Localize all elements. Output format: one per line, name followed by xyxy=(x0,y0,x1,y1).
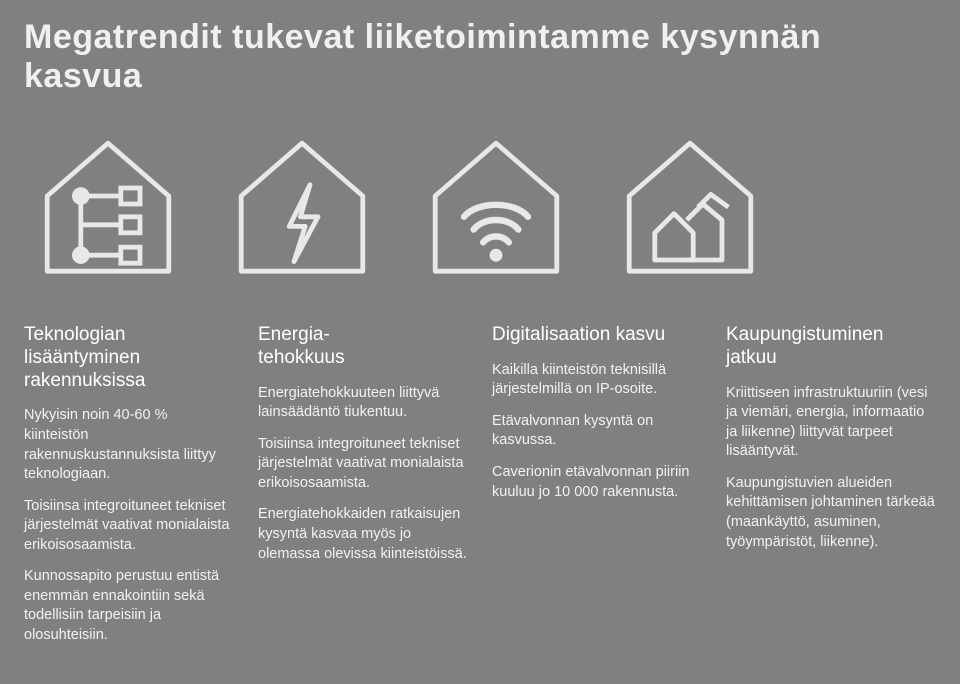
network-house-icon xyxy=(28,124,188,284)
column-paragraph: Kunnossapito perustuu entistä enemmän en… xyxy=(24,567,234,645)
city-house-icon xyxy=(610,124,770,284)
icon-row xyxy=(24,124,936,284)
column-technology: Teknologian lisääntyminen rakennuksissa … xyxy=(24,324,234,658)
page-title: Megatrendit tukevat liiketoimintamme kys… xyxy=(24,18,936,96)
column-heading: Digitalisaation kasvu xyxy=(492,324,702,347)
column-heading: Teknologian lisääntyminen rakennuksissa xyxy=(24,324,234,392)
energy-house-icon xyxy=(222,124,382,284)
column-paragraph: Caverionin etävalvonnan piiriin kuuluu j… xyxy=(492,463,702,502)
column-paragraph: Energiatehokkaiden ratkaisujen kysyntä k… xyxy=(258,505,468,564)
column-paragraph: Kaupungistuvien alueiden kehittämisen jo… xyxy=(726,474,936,552)
column-urbanization: Kaupungistuminen jatkuu Kriittiseen infr… xyxy=(726,324,936,658)
column-paragraph: Energiatehokkuuteen liittyvä lainsäädänt… xyxy=(258,384,468,423)
column-paragraph: Nykyisin noin 40-60 % kiinteistön rakenn… xyxy=(24,406,234,484)
column-heading: Kaupungistuminen jatkuu xyxy=(726,324,936,370)
columns-container: Teknologian lisääntyminen rakennuksissa … xyxy=(24,324,936,658)
column-heading: Energia- tehokkuus xyxy=(258,324,468,370)
column-paragraph: Kriittiseen infrastruktuuriin (vesi ja v… xyxy=(726,384,936,462)
column-paragraph: Toisiinsa integroituneet tekniset järjes… xyxy=(24,497,234,556)
column-paragraph: Etävalvonnan kysyntä on kasvussa. xyxy=(492,412,702,451)
column-digital: Digitalisaation kasvu Kaikilla kiinteist… xyxy=(492,324,702,658)
wifi-house-icon xyxy=(416,124,576,284)
column-energy: Energia- tehokkuus Energiatehokkuuteen l… xyxy=(258,324,468,658)
column-paragraph: Toisiinsa integroituneet tekniset järjes… xyxy=(258,435,468,494)
column-paragraph: Kaikilla kiinteistön teknisillä järjeste… xyxy=(492,361,702,400)
